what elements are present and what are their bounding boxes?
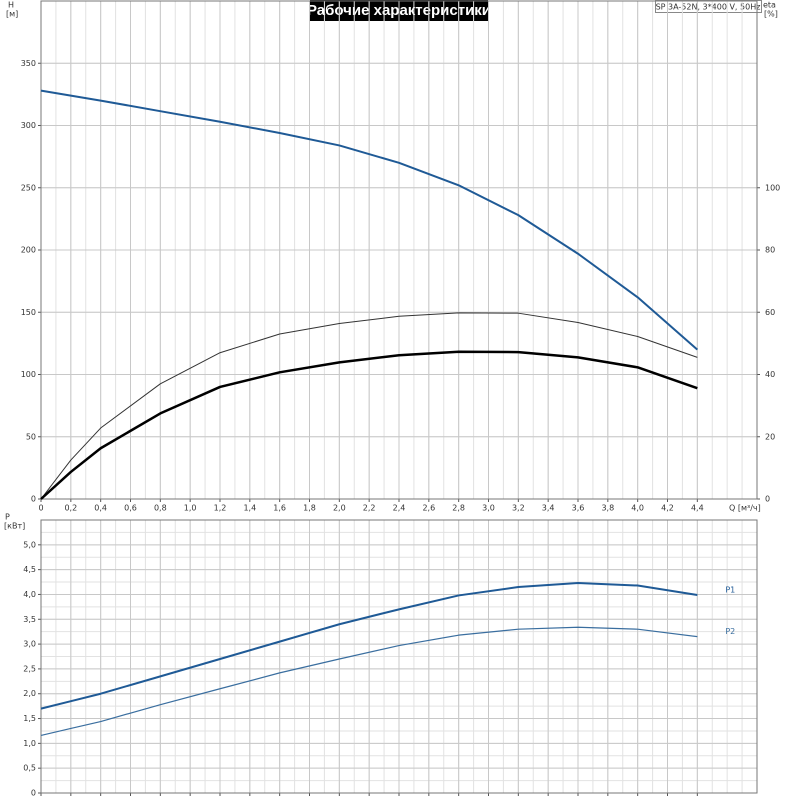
- x-tick-label: 1,4: [243, 504, 256, 513]
- y-tick-label: 0: [31, 495, 36, 504]
- x-tick-label: 1,6: [273, 504, 286, 513]
- x-tick-label: 4,2: [661, 504, 674, 513]
- x-tick-label: 0,8: [154, 504, 167, 513]
- plot-frame: [40, 519, 758, 794]
- y-tick-label: 3,0: [23, 640, 36, 649]
- y-tick-label: 150: [21, 308, 36, 317]
- series-line: [40, 582, 698, 710]
- y-label: P: [5, 513, 10, 522]
- series-line: [40, 350, 698, 500]
- x-tick-label: 1,8: [303, 504, 316, 513]
- y-tick-label: 0,5: [23, 764, 36, 773]
- y-tick-label: 1,0: [23, 739, 36, 748]
- x-tick-label: 0,4: [94, 504, 107, 513]
- x-tick-label: 4,0: [631, 504, 644, 513]
- y2-tick-label: 100: [765, 183, 780, 192]
- series-line: [40, 89, 698, 351]
- x-tick-label: 2,6: [422, 504, 435, 513]
- y2-tick-label: 40: [765, 370, 775, 379]
- x-tick-label: 2,8: [452, 504, 465, 513]
- y-tick-label: 3,5: [23, 615, 36, 624]
- y-tick-label: 2,5: [23, 664, 36, 673]
- x-tick-label: 4,4: [691, 504, 704, 513]
- x-tick-label: 1,2: [214, 504, 227, 513]
- x-tick-label: 3,4: [542, 504, 555, 513]
- x-tick-label: 2,0: [333, 504, 346, 513]
- legend-label: P1: [725, 585, 735, 594]
- x-tick-label: 0,2: [64, 504, 77, 513]
- y-tick-label: 250: [21, 183, 36, 192]
- x-tick-label: 3,0: [482, 504, 495, 513]
- y-tick-label: 100: [21, 370, 36, 379]
- legend-label: P2: [725, 627, 735, 636]
- x-label: Q [м³/ч]: [729, 504, 761, 513]
- y2-unit: [%]: [764, 10, 778, 19]
- subtitle: SP 3A-52N, 3*400 V, 50Hz: [656, 3, 761, 12]
- x-tick-label: 0: [38, 504, 43, 513]
- y-tick-label: 350: [21, 59, 36, 68]
- x-tick-label: 0,6: [124, 504, 137, 513]
- y-label: H: [8, 1, 14, 10]
- y-tick-label: 50: [26, 432, 36, 441]
- y-tick-label: 0: [31, 789, 36, 798]
- x-tick-label: 1,0: [184, 504, 197, 513]
- x-tick-label: 2,4: [393, 504, 406, 513]
- y-tick-label: 1,5: [23, 714, 36, 723]
- y-tick-label: 200: [21, 246, 36, 255]
- y-tick-label: 300: [21, 121, 36, 130]
- x-tick-label: 2,2: [363, 504, 376, 513]
- y2-tick-label: 80: [765, 246, 775, 255]
- x-tick-label: 3,6: [572, 504, 585, 513]
- series-line: [40, 626, 698, 737]
- y2-tick-label: 60: [765, 308, 775, 317]
- y-tick-label: 4,5: [23, 565, 36, 574]
- y2-label: eta: [763, 1, 776, 10]
- x-tick-label: 3,2: [512, 504, 525, 513]
- y-tick-label: 2,0: [23, 689, 36, 698]
- y-unit: [м]: [6, 10, 18, 19]
- y-unit: [кВт]: [4, 522, 25, 531]
- series-line: [40, 312, 698, 500]
- y-tick-label: 4,0: [23, 590, 36, 599]
- plot-frame: [40, 0, 758, 500]
- y2-tick-label: 0: [765, 495, 770, 504]
- x-tick-label: 3,8: [601, 504, 614, 513]
- y2-tick-label: 20: [765, 432, 775, 441]
- y-tick-label: 5,0: [23, 540, 36, 549]
